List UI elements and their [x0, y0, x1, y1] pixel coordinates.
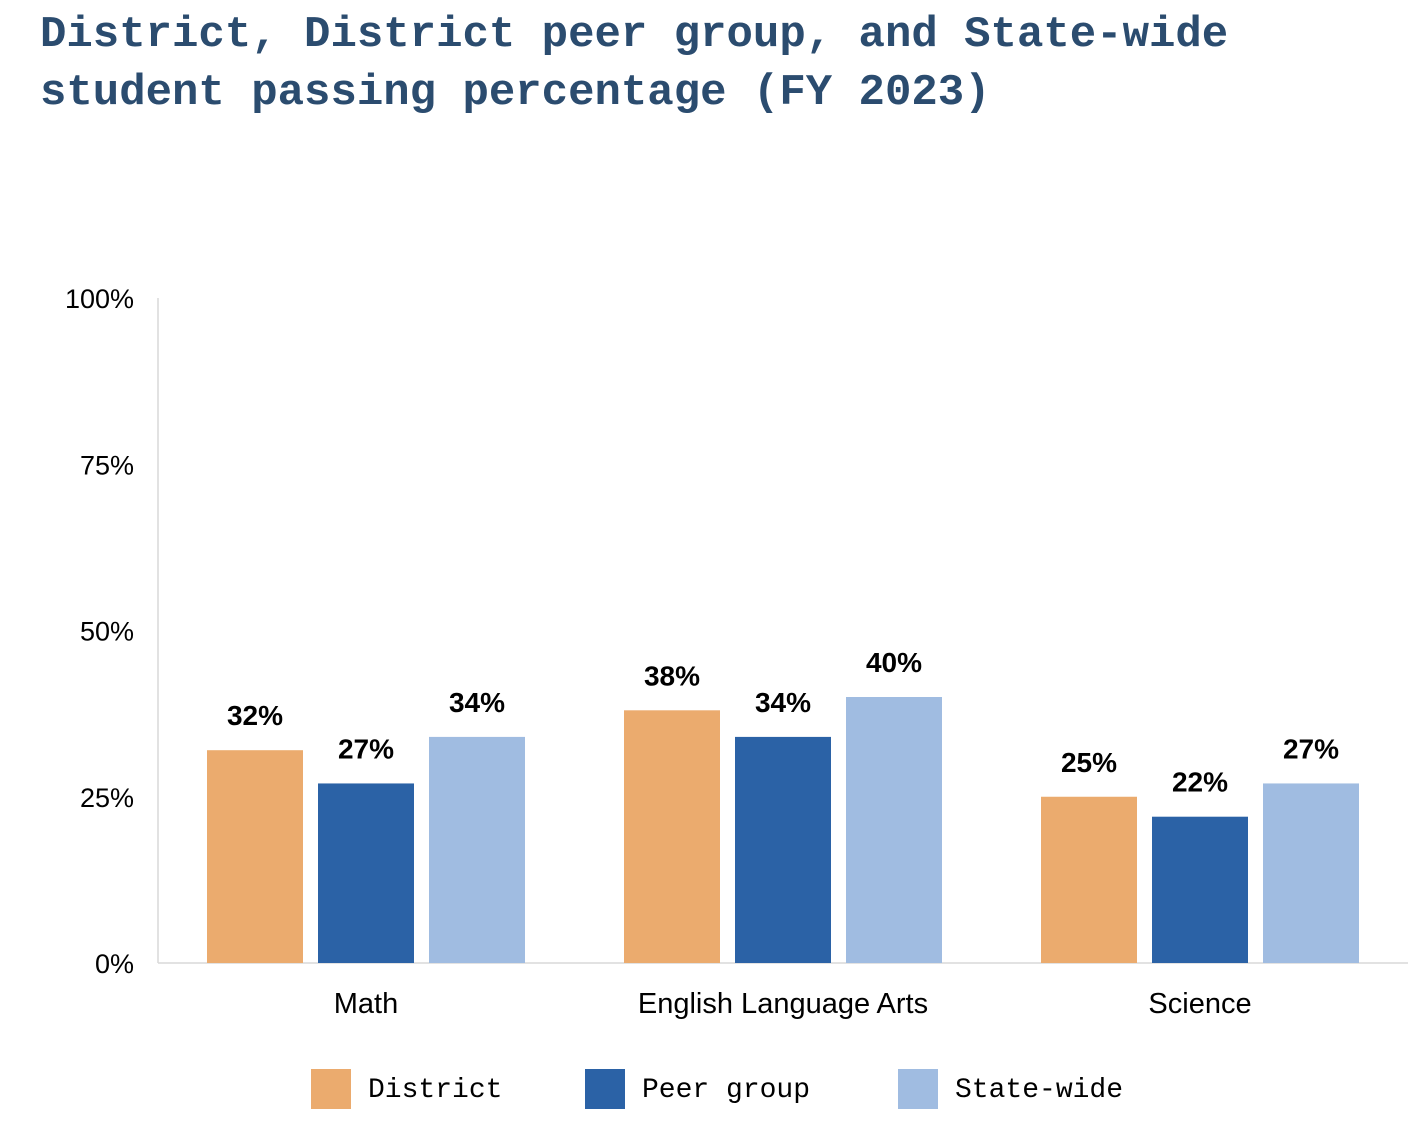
bar-peer-group	[318, 783, 414, 963]
x-category-label: Science	[1148, 988, 1251, 1020]
chart-title: District, District peer group, and State…	[40, 10, 1229, 118]
data-label: 34%	[755, 687, 811, 718]
legend-label: Peer group	[642, 1075, 810, 1106]
data-label: 27%	[338, 733, 394, 764]
bar-district	[1041, 796, 1137, 963]
chart-legend: District Peer group State-wide	[311, 1069, 1123, 1109]
legend-swatch	[585, 1069, 625, 1109]
y-tick-label: 0%	[95, 949, 134, 979]
data-label: 40%	[866, 647, 922, 678]
legend-label: District	[368, 1075, 502, 1106]
y-tick-label: 75%	[80, 450, 134, 480]
y-tick-label: 100%	[65, 284, 134, 314]
bar-district	[207, 750, 303, 963]
data-label: 34%	[449, 687, 505, 718]
y-tick-label: 50%	[80, 617, 134, 647]
bar-district	[624, 710, 720, 963]
bar-peer-group	[735, 736, 831, 963]
chart-bars	[207, 697, 1359, 963]
data-label: 38%	[644, 660, 700, 691]
x-category-label: Math	[334, 988, 398, 1020]
legend-label: State-wide	[955, 1075, 1123, 1106]
data-label: 22%	[1172, 767, 1228, 798]
bar-state-wide	[429, 736, 525, 963]
data-label: 27%	[1283, 733, 1339, 764]
data-label: 25%	[1061, 747, 1117, 778]
chart-data-labels: 32% 38% 25% 27% 34% 22% 34% 40% 27%	[227, 647, 1339, 798]
bar-state-wide	[1263, 783, 1359, 963]
legend-swatch	[898, 1069, 938, 1109]
data-label: 32%	[227, 700, 283, 731]
bar-state-wide	[846, 697, 942, 963]
legend-swatch	[311, 1069, 351, 1109]
bar-peer-group	[1152, 816, 1248, 963]
y-tick-label: 25%	[80, 783, 134, 813]
x-category-label: English Language Arts	[638, 988, 928, 1020]
chart-axes: 0% 25% 50% 75% 100% Math English Language Arts…	[65, 284, 1408, 1020]
